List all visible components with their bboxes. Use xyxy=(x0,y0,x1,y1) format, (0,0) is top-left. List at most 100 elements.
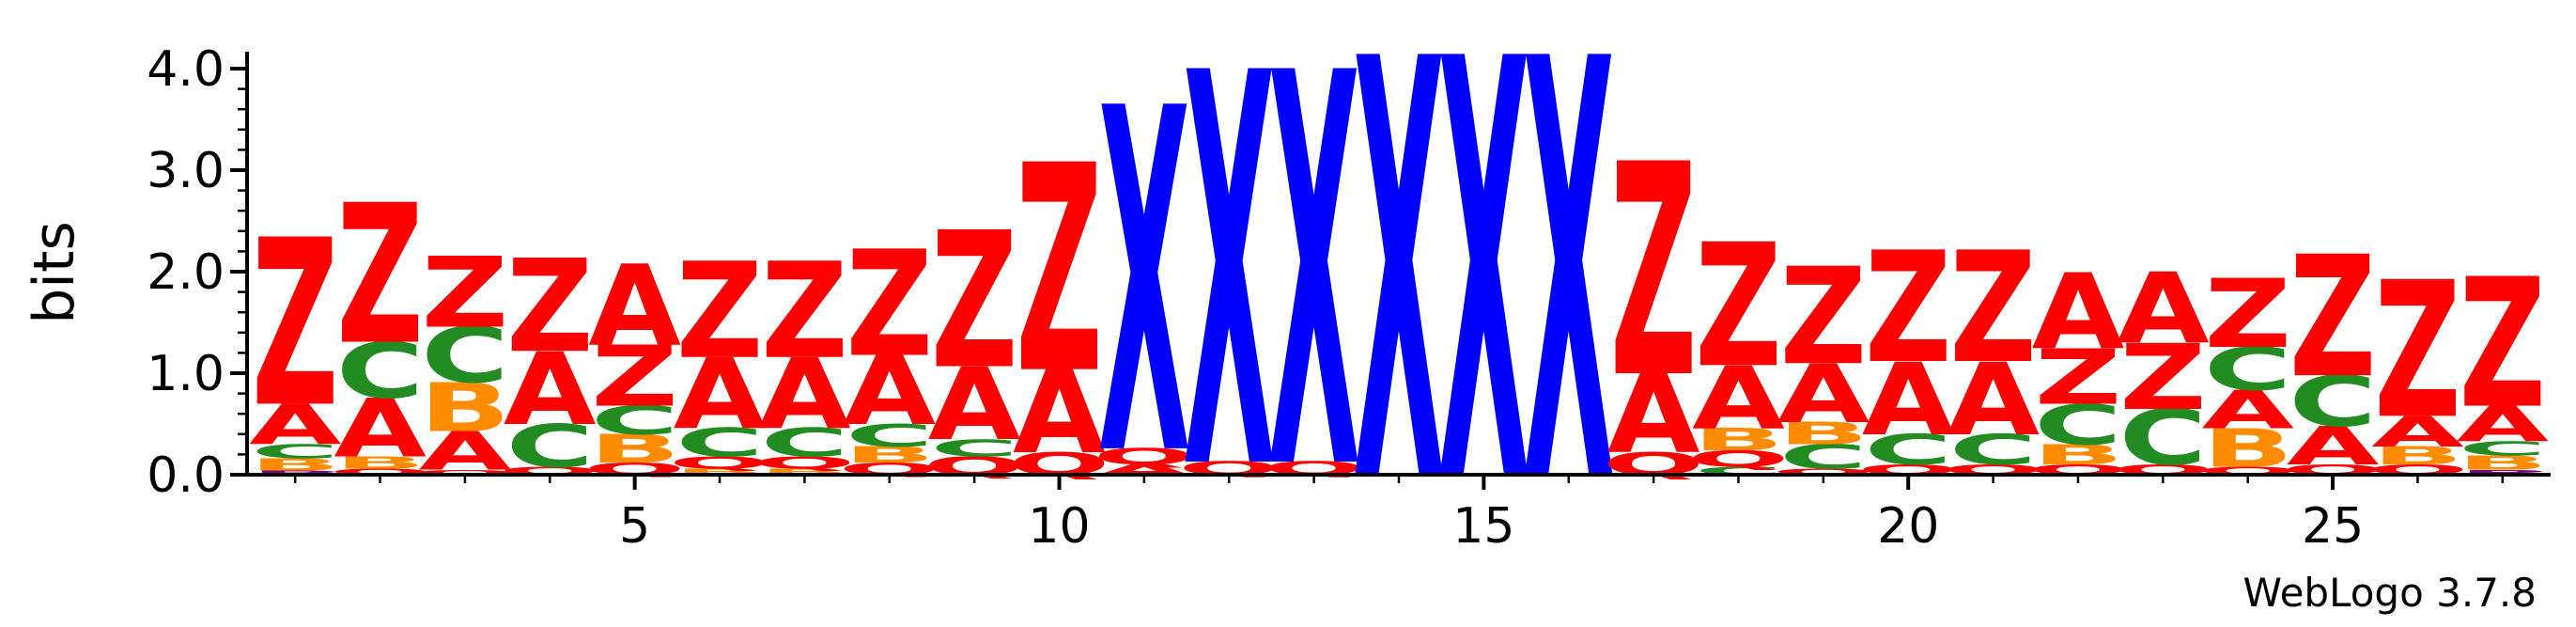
logo-letter-a: A xyxy=(588,243,681,372)
logo-letter-z: Z xyxy=(761,234,848,388)
logo-letter-b: B xyxy=(589,427,680,472)
logo-letter-a: A xyxy=(674,338,767,451)
logo-letter-a: A xyxy=(334,382,427,476)
logo-letter-a: A xyxy=(1862,341,1955,458)
logo-letter-z: Z xyxy=(506,233,594,382)
logo-letter-z: Z xyxy=(676,234,764,388)
logo-letter-x: X xyxy=(1437,0,1529,611)
y-tick-label: 0.0 xyxy=(147,447,225,504)
logo-letter-q: Q xyxy=(1094,444,1195,470)
logo-letter-q: Q xyxy=(329,467,430,477)
logo-letter-z: Z xyxy=(1865,220,1952,398)
logo-letter-c: C xyxy=(2289,361,2377,443)
x-tick-label: 25 xyxy=(2302,498,2364,555)
x-tick-label: 10 xyxy=(1028,498,1090,555)
logo-letter-a: A xyxy=(1692,349,1785,448)
y-tick-label: 2.0 xyxy=(147,244,225,301)
logo-letter-a: A xyxy=(2117,253,2210,366)
logo-letter-z: Z xyxy=(2119,324,2207,430)
x-ticks: 5 10 15 20 25 xyxy=(293,475,2505,555)
logo-letter-z: Z xyxy=(1610,104,1698,444)
logo-letter-x: X xyxy=(1353,0,1445,611)
logo-letter-p: P xyxy=(2459,468,2547,477)
logo-letter-c: C xyxy=(1779,438,1868,477)
logo-letter-b: B xyxy=(250,455,341,475)
logo-letter-c: C xyxy=(1864,426,1952,475)
logo-letter-x: X xyxy=(1098,8,1190,560)
logo-letter-z: Z xyxy=(2460,242,2547,448)
logo-letter-c: C xyxy=(675,421,764,466)
logo-letter-c: C xyxy=(2119,395,2208,483)
x-tick-label: 20 xyxy=(1877,498,1939,555)
logo-letter-c: C xyxy=(336,327,425,415)
logo-letter-q: Q xyxy=(1687,446,1789,472)
logo-letter-z: Z xyxy=(591,328,678,425)
logo-letter-a: A xyxy=(419,421,512,483)
logo-letter-z: Z xyxy=(2374,241,2461,461)
x-tick-label: 5 xyxy=(619,498,650,555)
logo-letter-a: A xyxy=(1013,347,1106,479)
logo-letter-z: Z xyxy=(252,191,339,459)
logo-letter-c: C xyxy=(1949,426,2038,475)
logo-letter-z: Z xyxy=(2204,259,2291,369)
logo-letter-z: Z xyxy=(422,237,509,350)
logo-letter-z: Z xyxy=(2289,222,2377,415)
logo-letter-b: B xyxy=(844,442,935,468)
logo-letter-q: Q xyxy=(1773,467,1874,477)
logo-letter-a: A xyxy=(1777,347,1870,441)
logo-letter-z: Z xyxy=(931,192,1018,412)
letter-stacks: PBCAZQBACZQABCZQCAZQBCZABQCAZBQCAZQBCAZQ… xyxy=(249,0,2549,611)
logo-letter-b: B xyxy=(419,369,510,447)
logo-letter-c: C xyxy=(930,434,1018,462)
logo-letter-q: Q xyxy=(753,453,855,473)
y-tick-label: 4.0 xyxy=(147,41,225,98)
logo-letter-z: Z xyxy=(336,165,424,387)
logo-letter-a: A xyxy=(758,338,851,451)
logo-letter-b: B xyxy=(2202,417,2293,479)
logo-letter-z: Z xyxy=(1949,220,2037,398)
logo-letter-a: A xyxy=(2371,407,2464,456)
logo-letter-c: C xyxy=(2459,437,2547,460)
logo-letter-a: A xyxy=(2201,379,2294,441)
logo-letter-c: C xyxy=(591,399,679,444)
axes: 0.0 1.0 2.0 3.0 4.0 5 10 15 20 25 xyxy=(147,41,2551,555)
logo-letter-z: Z xyxy=(2035,334,2122,422)
logo-letter-z: Z xyxy=(846,219,934,389)
logo-letter-b: B xyxy=(1777,416,1869,452)
logo-letter-z: Z xyxy=(1695,208,1782,405)
logo-letter-x: X xyxy=(1183,0,1275,590)
logo-letter-b: B xyxy=(674,467,765,477)
logo-letter-b: B xyxy=(2032,439,2123,472)
logo-letter-a: A xyxy=(504,331,597,447)
logo-letter-b: B xyxy=(2457,451,2548,474)
weblogo-credit: WebLogo 3.7.8 xyxy=(2243,570,2537,616)
y-tick-label: 1.0 xyxy=(147,346,225,402)
logo-letter-b: B xyxy=(334,453,426,473)
logo-letter-c: C xyxy=(251,440,339,462)
logo-letter-c: C xyxy=(761,421,849,466)
y-axis-label: bits xyxy=(22,221,87,324)
logo-letter-b: B xyxy=(759,467,850,477)
logo-letter-a: A xyxy=(2032,252,2125,373)
logo-letter-c: C xyxy=(846,418,934,454)
logo-letter-a: A xyxy=(843,337,936,447)
logo-letter-x: X xyxy=(1267,0,1359,590)
x-tick-label: 15 xyxy=(1452,498,1514,555)
logo-letter-c: C xyxy=(2034,393,2122,457)
logo-letter-q: Q xyxy=(414,468,516,477)
logo-letter-c: C xyxy=(421,312,509,400)
logo-letter-b: B xyxy=(2372,441,2463,470)
logo-letter-a: A xyxy=(928,346,1021,462)
logo-letter-z: Z xyxy=(1780,240,1868,395)
logo-letter-c: C xyxy=(2204,336,2292,403)
logo-letter-a: A xyxy=(2456,396,2549,452)
logo-letter-a: A xyxy=(249,393,342,457)
logo-letter-c: C xyxy=(505,413,594,480)
logo-letter-a: A xyxy=(1607,352,1700,478)
logo-letter-b: B xyxy=(1693,422,1784,458)
y-ticks: 0.0 1.0 2.0 3.0 4.0 xyxy=(147,41,247,504)
y-tick-label: 3.0 xyxy=(147,143,225,199)
logo-letter-q: Q xyxy=(669,453,770,473)
logo-letter-x: X xyxy=(1523,0,1615,611)
